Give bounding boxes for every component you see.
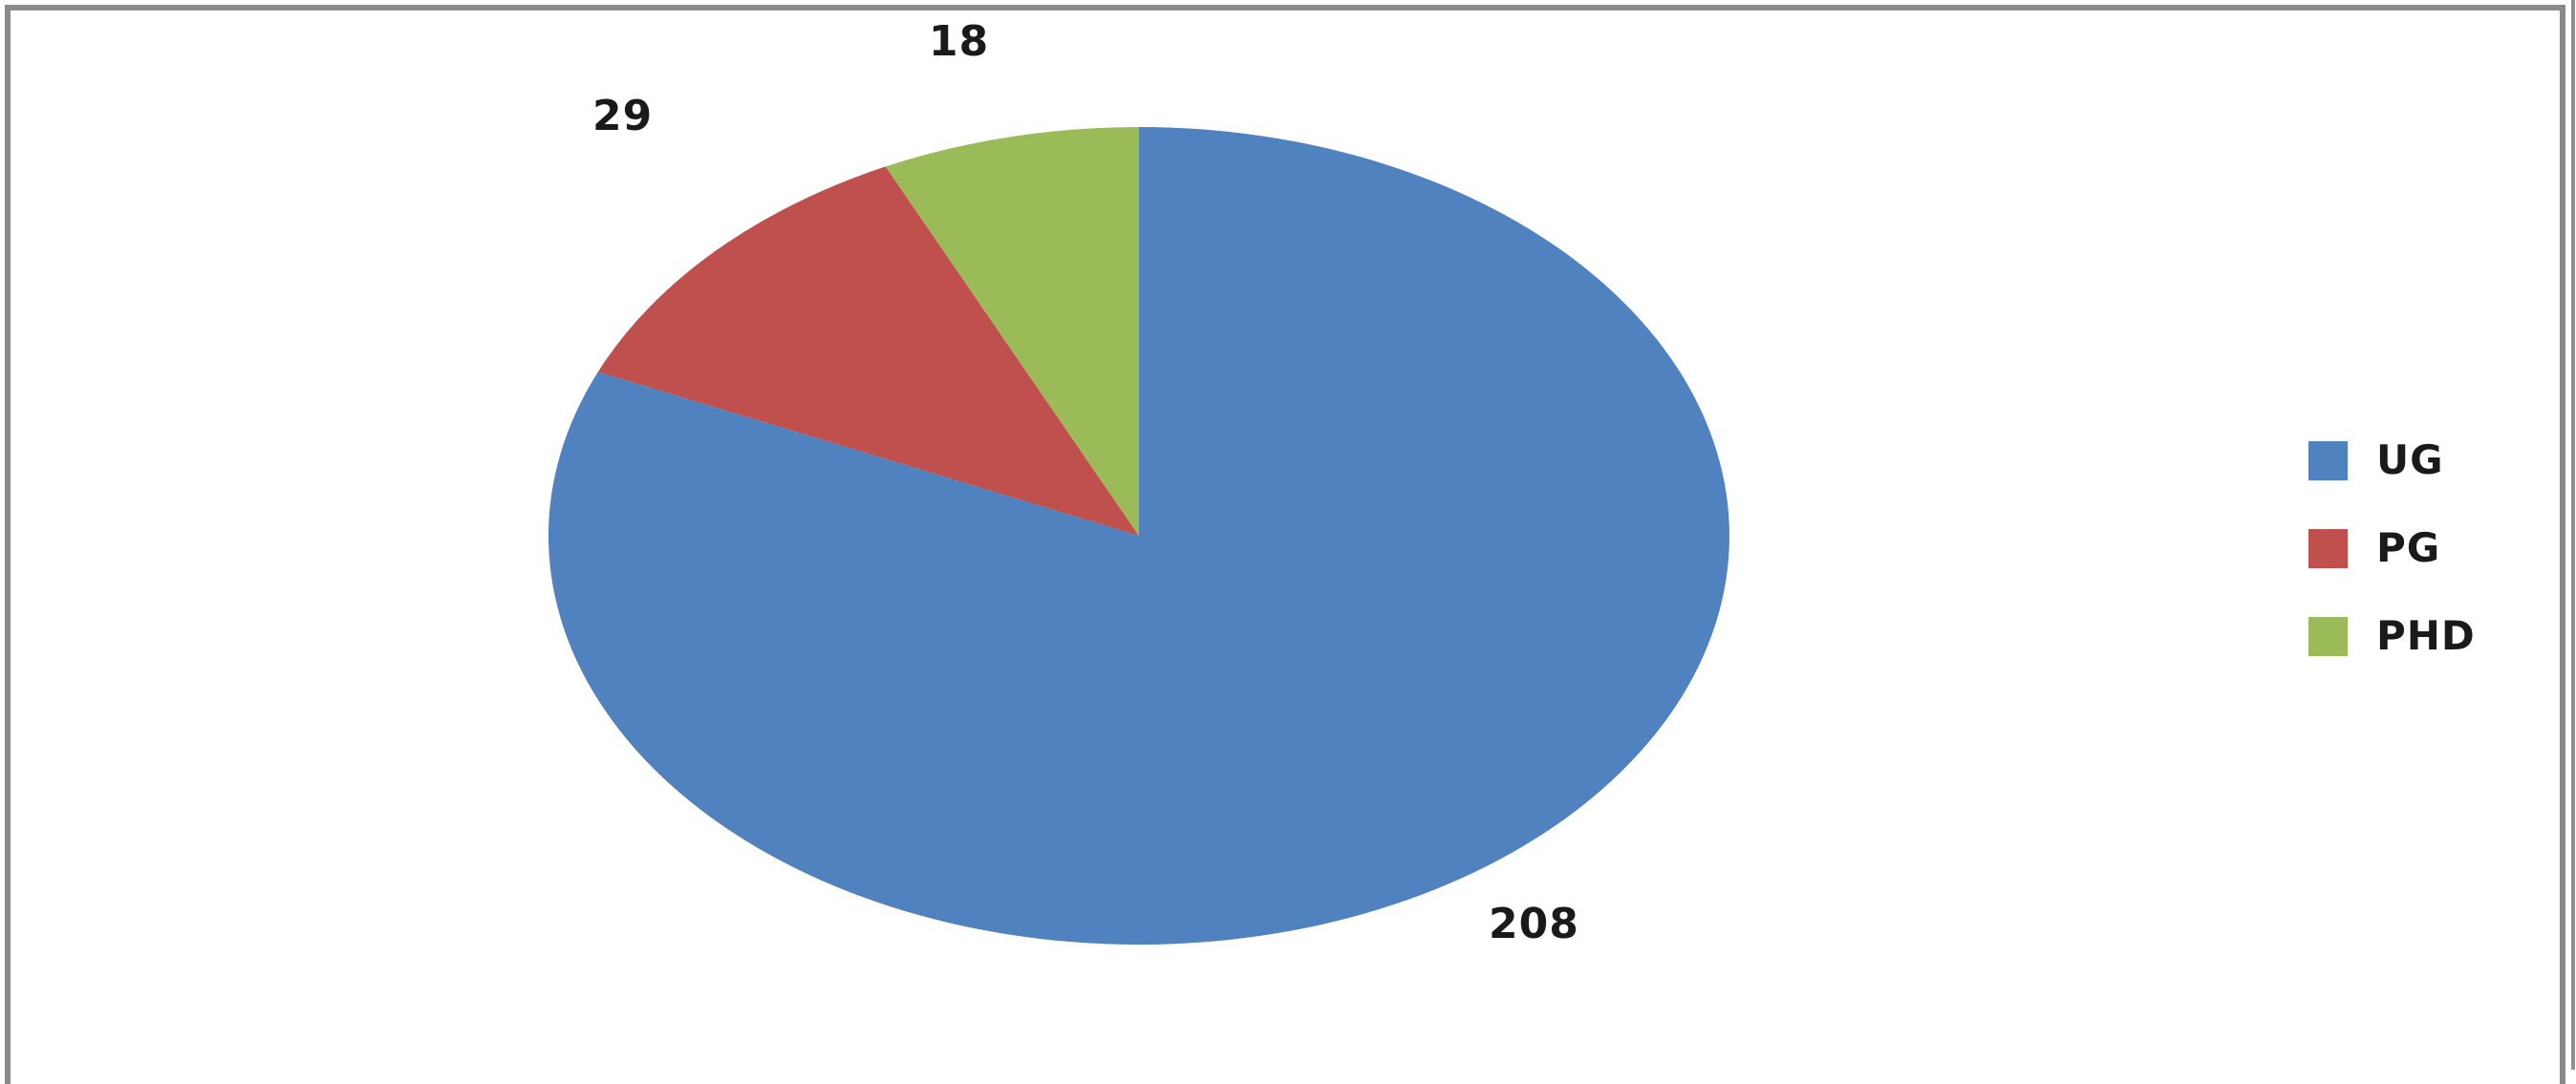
data-label-pg: 29 (592, 92, 654, 140)
legend-label-phd: PHD (2376, 612, 2476, 659)
legend-item-phd[interactable]: PHD (2308, 592, 2547, 680)
pie-slice-pg[interactable] (597, 166, 1139, 536)
pie-slice-phd[interactable] (885, 127, 1139, 536)
legend-item-pg[interactable]: PG (2308, 504, 2547, 592)
legend-label-ug: UG (2376, 436, 2444, 483)
legend-item-ug[interactable]: UG (2308, 416, 2547, 504)
legend-swatch-ug-icon (2308, 440, 2348, 480)
pie-slice-ug[interactable] (547, 127, 1729, 945)
chart-legend: UG PG PHD (2308, 416, 2547, 680)
data-label-ug: 208 (1489, 900, 1579, 948)
legend-swatch-phd-icon (2308, 616, 2348, 656)
legend-swatch-pg-icon (2308, 528, 2348, 568)
data-label-phd: 18 (929, 17, 990, 66)
pie-slice-group (547, 127, 1729, 945)
legend-label-pg: PG (2376, 524, 2441, 571)
chart-outer-right-edge (2571, 0, 2576, 1070)
